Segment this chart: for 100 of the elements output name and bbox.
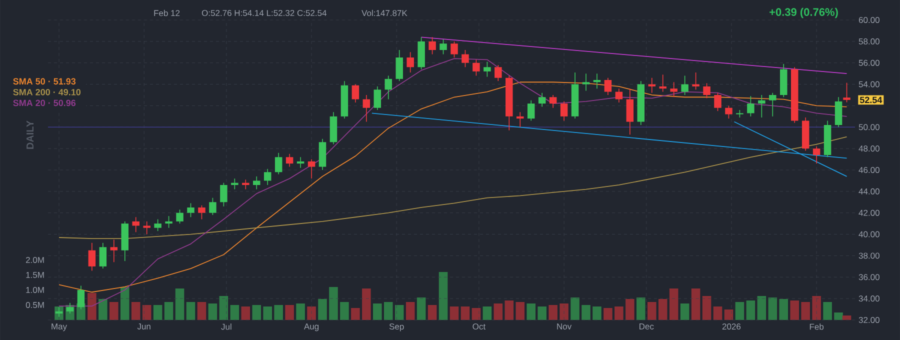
bar: [582, 304, 590, 320]
bar: [428, 304, 437, 320]
bar: [834, 312, 843, 320]
y-tick-label: 54.00: [858, 81, 880, 88]
bar: [384, 302, 393, 320]
bar: [120, 286, 130, 320]
bar: [691, 288, 700, 320]
bar: [746, 300, 756, 320]
bar: [252, 304, 262, 320]
bar: [438, 272, 448, 320]
bar: [186, 302, 196, 320]
bar: [98, 298, 108, 320]
candlestick: [384, 75, 392, 100]
text: +0.39 (0.76%): [770, 8, 838, 18]
bar: [296, 303, 305, 320]
bar: [351, 308, 360, 320]
candlestick: [462, 50, 469, 68]
bar: [647, 302, 656, 320]
candlestick: [714, 92, 722, 112]
candlestick: [143, 221, 150, 235]
candlestick: [176, 209, 184, 224]
candlestick: [582, 73, 590, 92]
bar: [823, 302, 832, 320]
y2-tick-label: 1.5M: [26, 272, 44, 278]
x-tick-label: Jul: [221, 324, 232, 330]
candlestick: [812, 146, 820, 164]
bar: [340, 302, 349, 320]
bar: [482, 306, 492, 320]
y-tick-label: 60.00: [858, 16, 880, 23]
text: O:52.76 H:54.14 L:52.32 C:52.54: [202, 10, 327, 16]
candlestick: [187, 202, 194, 218]
candlestick: [626, 88, 634, 136]
candlestick: [286, 154, 294, 168]
bar: [658, 298, 668, 320]
candlestick: [484, 61, 491, 78]
x-tick-label: Sep: [389, 324, 404, 332]
bar: [406, 302, 415, 320]
bar: [131, 302, 140, 320]
bar: [362, 288, 371, 320]
candlestick: [615, 88, 623, 103]
x-tick-label: Dec: [640, 324, 654, 330]
bar: [285, 304, 294, 320]
bar: [735, 302, 744, 320]
candlestick: [242, 179, 250, 190]
bar: [208, 303, 218, 320]
bar: [142, 304, 152, 320]
candlestick: [406, 52, 414, 73]
candlestick: [549, 94, 557, 108]
bar: [263, 306, 272, 320]
y2-tick-label: 1.0M: [26, 286, 44, 293]
candlestick: [692, 72, 700, 90]
candlestick: [834, 96, 842, 128]
candlestick: [494, 64, 502, 82]
bar: [702, 296, 712, 320]
bar: [329, 286, 338, 320]
bar: [197, 302, 206, 320]
candlestick: [758, 94, 766, 118]
y-tick-label: 36.00: [858, 274, 880, 280]
annotation: 52.54: [860, 96, 882, 104]
bar: [768, 297, 778, 320]
bar: [88, 292, 96, 320]
candlestick: [670, 82, 678, 98]
candlestick: [538, 92, 546, 108]
x-tick-label: Aug: [304, 324, 319, 332]
bar: [153, 304, 162, 320]
bar: [504, 300, 514, 320]
x-tick-label: 2026: [722, 324, 741, 330]
bar: [626, 298, 634, 320]
text: SMA 50 · 51.93: [13, 78, 76, 85]
candlestick: [296, 156, 304, 168]
candlestick: [472, 59, 480, 76]
candlestick: [231, 178, 238, 190]
bar: [373, 303, 382, 320]
bar: [526, 303, 536, 320]
candlestick: [428, 36, 436, 55]
bar: [614, 306, 624, 320]
candlestick: [274, 152, 282, 175]
bar: [318, 298, 327, 320]
bar: [842, 315, 852, 320]
candlestick: [253, 176, 260, 190]
candlestick: [352, 84, 360, 103]
candlestick: [659, 74, 666, 92]
candlestick: [560, 101, 568, 122]
y-tick-label: 56.00: [858, 60, 880, 66]
candlestick: [154, 218, 162, 232]
bar: [801, 302, 810, 320]
candlestick: [593, 73, 601, 89]
bar: [164, 302, 174, 320]
candlestick: [769, 92, 776, 117]
candlestick: [165, 216, 172, 228]
candlestick: [843, 82, 850, 103]
bar: [110, 302, 118, 320]
text: Vol:147.87K: [362, 10, 408, 16]
y-tick-label: 46.00: [858, 166, 880, 173]
candlestick: [703, 82, 710, 99]
y-tick-label: 42.00: [858, 210, 880, 216]
bar: [538, 306, 546, 320]
bar: [274, 304, 283, 320]
bar: [636, 297, 646, 320]
bar: [460, 306, 470, 320]
